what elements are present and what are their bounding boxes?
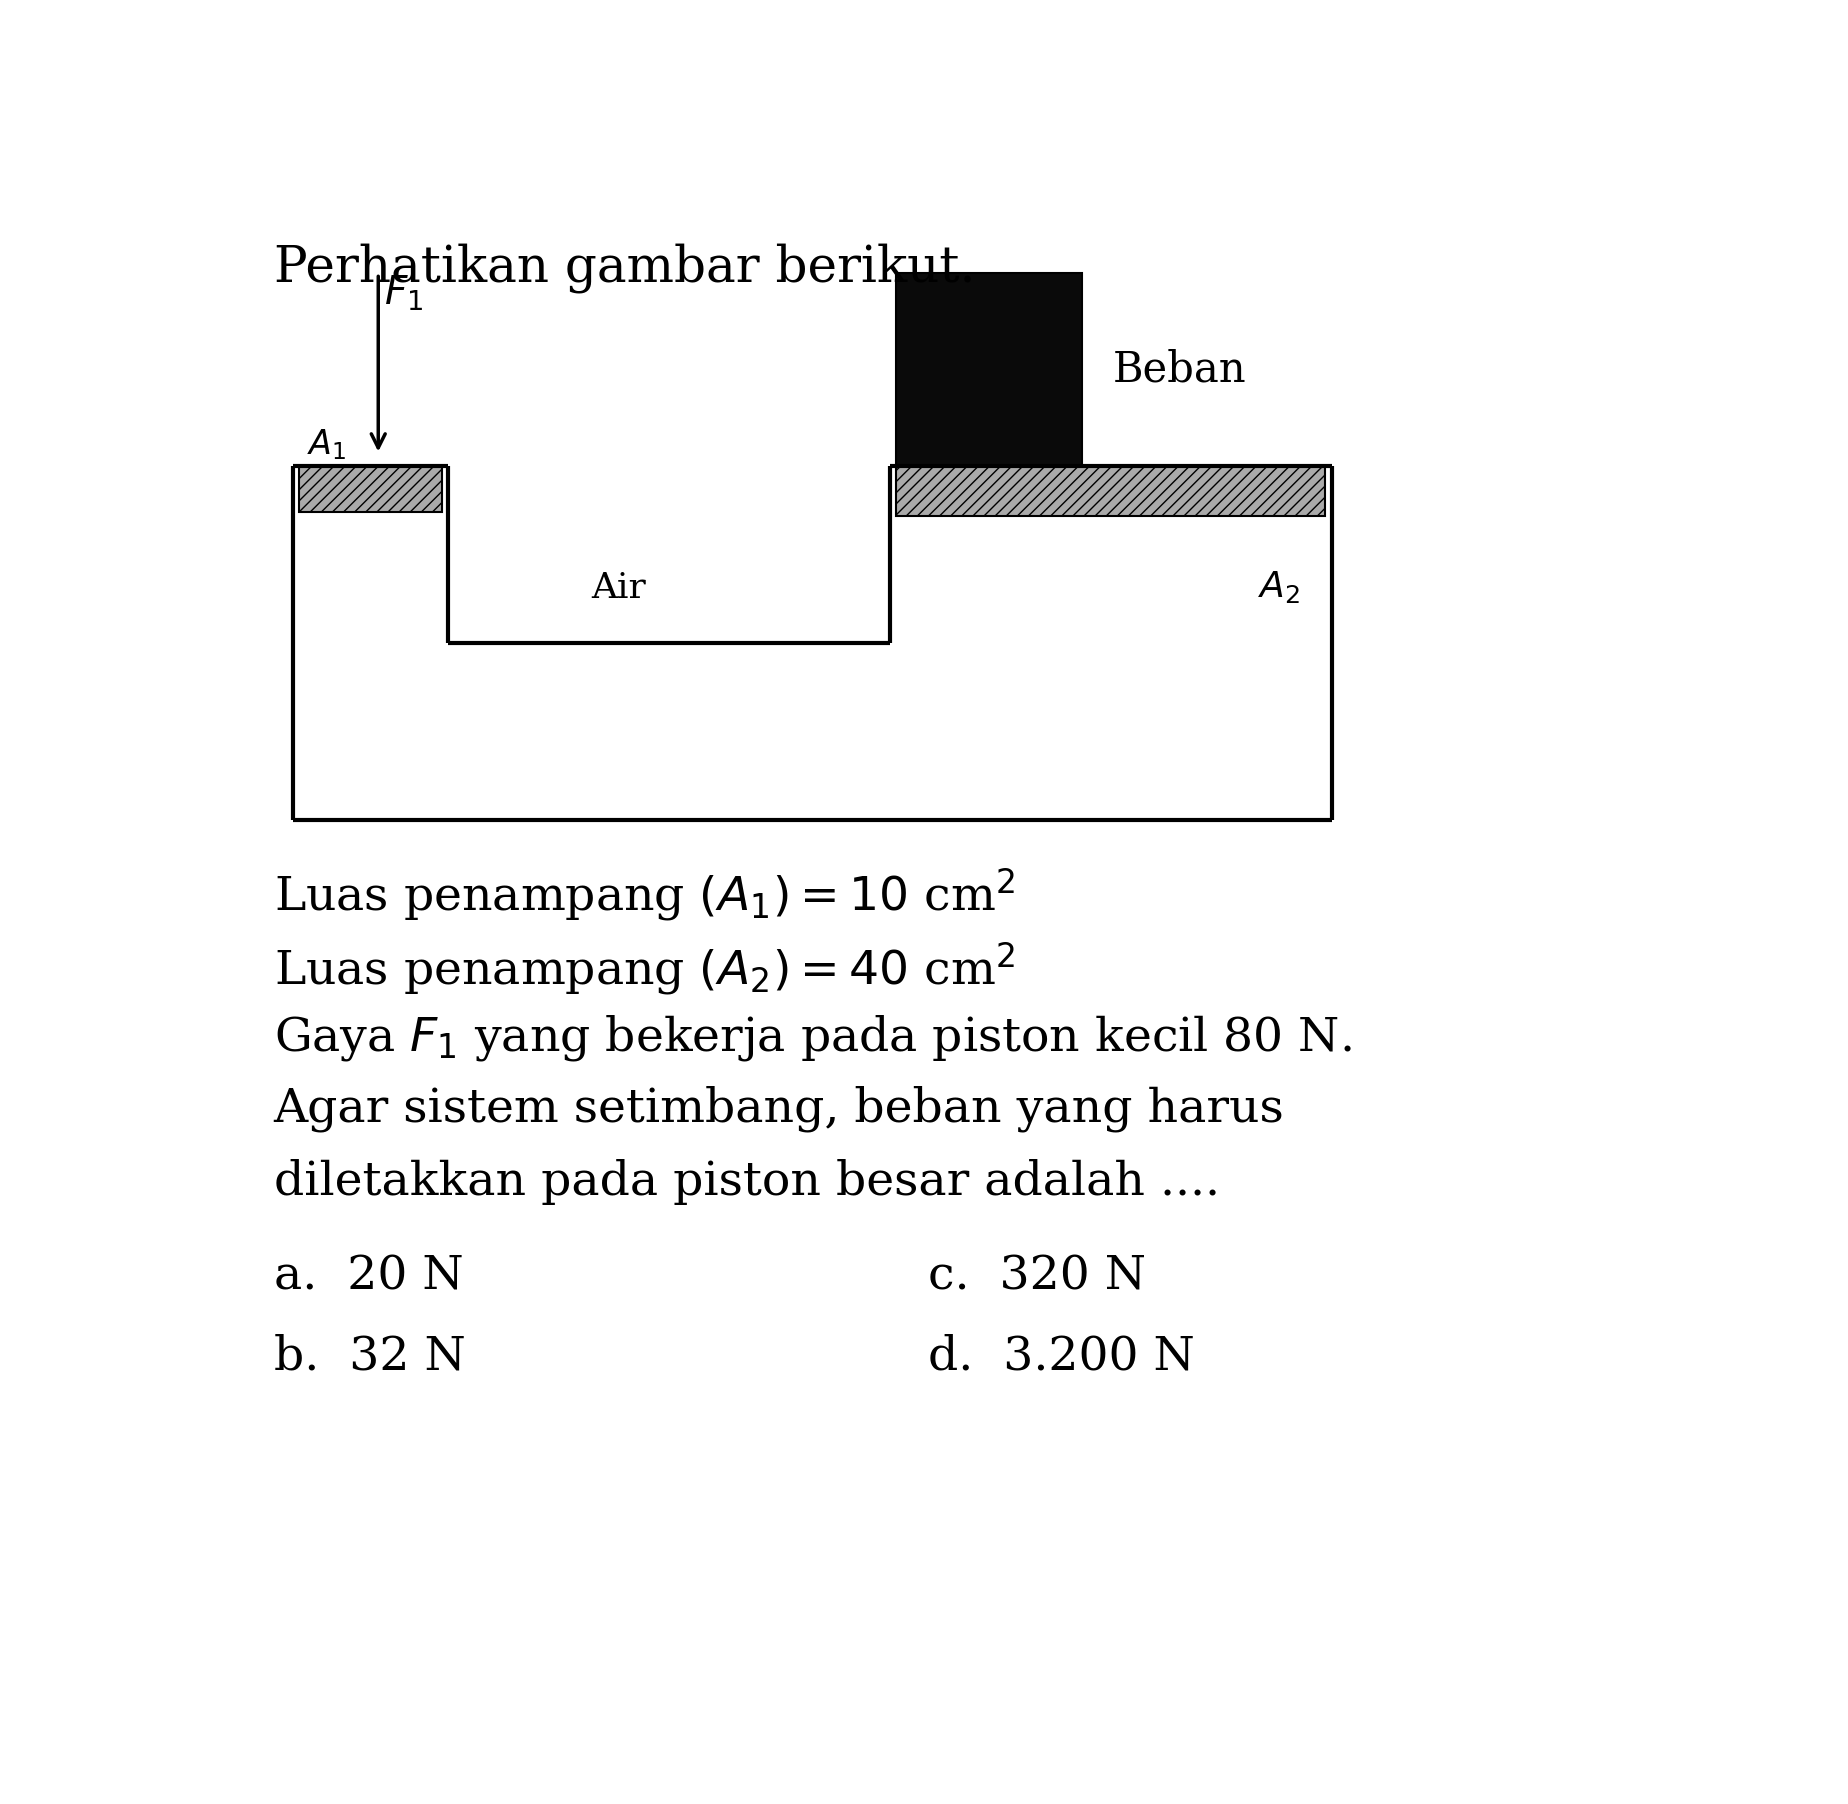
- Text: diletakkan pada piston besar adalah ....: diletakkan pada piston besar adalah ....: [274, 1158, 1220, 1205]
- Bar: [896, 465, 1325, 516]
- Text: Perhatikan gambar berikut.: Perhatikan gambar berikut.: [274, 244, 976, 292]
- Text: Air: Air: [591, 570, 647, 604]
- Text: $F_1$: $F_1$: [384, 274, 423, 312]
- Text: Luas penampang $(A_2) = 40$ cm$^2$: Luas penampang $(A_2) = 40$ cm$^2$: [274, 940, 1015, 996]
- Text: Agar sistem setimbang, beban yang harus: Agar sistem setimbang, beban yang harus: [274, 1086, 1284, 1133]
- Bar: [299, 465, 442, 512]
- Text: a.  20 N: a. 20 N: [274, 1254, 464, 1299]
- Bar: [896, 274, 1081, 465]
- Text: d.  3.200 N: d. 3.200 N: [928, 1335, 1196, 1380]
- Text: b.  32 N: b. 32 N: [274, 1335, 466, 1380]
- Text: $A_2$: $A_2$: [1258, 568, 1301, 604]
- Text: Luas penampang $(A_1) = 10$ cm$^2$: Luas penampang $(A_1) = 10$ cm$^2$: [274, 866, 1015, 924]
- Text: c.  320 N: c. 320 N: [928, 1254, 1146, 1299]
- Text: Gaya $F_1$ yang bekerja pada piston kecil 80 N.: Gaya $F_1$ yang bekerja pada piston keci…: [274, 1012, 1351, 1063]
- Text: Beban: Beban: [1112, 348, 1247, 391]
- Text: $A_1$: $A_1$: [307, 428, 346, 462]
